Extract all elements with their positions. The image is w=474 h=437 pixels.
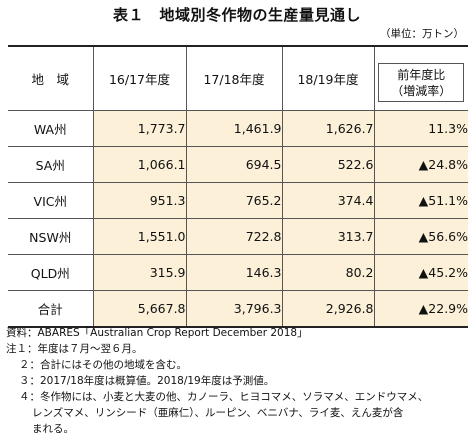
total-cell-1819: 2,926.8 [282, 290, 375, 328]
change-cell: 11.3% [374, 110, 468, 147]
region-cell: VIC州 [8, 182, 94, 219]
table-title: 表１ 地域別冬作物の生産量見通し [112, 6, 361, 24]
header-1819: 18/19年度 [282, 46, 375, 111]
value-cell-1819: 313.7 [282, 218, 375, 255]
source-note: 資料：ABARES「Australian Crop Report Decembe… [6, 327, 308, 339]
value-cell-1819: 1,626.7 [282, 110, 375, 147]
change-header-line1: 前年度比 [397, 67, 446, 82]
footnotes: 資料：ABARES「Australian Crop Report Decembe… [6, 325, 468, 437]
table-row: SA州 1,066.1 694.5 522.6 ▲24.8% [8, 146, 468, 183]
header-region: 地 域 [8, 46, 94, 111]
value-cell-1718: 1,461.9 [186, 110, 283, 147]
value-cell-1718: 146.3 [186, 254, 283, 291]
value-cell-1718: 694.5 [186, 146, 283, 183]
change-cell: ▲51.1% [374, 182, 468, 219]
change-header-line2: （増減率） [391, 84, 452, 98]
total-label-cell: 合計 [8, 290, 94, 328]
value-cell-1617: 315.9 [93, 254, 187, 291]
total-change-cell: ▲22.9% [374, 290, 468, 328]
total-row: 合計 5,667.8 3,796.3 2,926.8 ▲22.9% [8, 290, 468, 328]
change-cell: ▲24.8% [374, 146, 468, 183]
table-row: NSW州 1,551.0 722.8 313.7 ▲56.6% [8, 218, 468, 255]
header-row: 地 域 16/17年度 17/18年度 18/19年度 前年度比 （増減率） [8, 46, 468, 111]
note-4-line-2: レンズマメ、リンシード（亜麻仁）、ルーピン、ベニバナ、ライ麦、えん麦が含 [32, 407, 404, 419]
total-cell-1617: 5,667.8 [93, 290, 187, 328]
crop-production-table: 地 域 16/17年度 17/18年度 18/19年度 前年度比 （増減率） W… [8, 45, 468, 328]
value-cell-1819: 80.2 [282, 254, 375, 291]
region-cell: WA州 [8, 110, 94, 147]
note-3: ３：2017/18年度は概算値。2018/19年度は予測値。 [19, 375, 275, 387]
header-1617: 16/17年度 [93, 46, 187, 111]
value-cell-1819: 522.6 [282, 146, 375, 183]
total-cell-1718: 3,796.3 [186, 290, 283, 328]
note-1: 注１：年度は７月～翌６月。 [6, 343, 143, 355]
table-row: WA州 1,773.7 1,461.9 1,626.7 11.3% [8, 110, 468, 147]
value-cell-1617: 1,551.0 [93, 218, 187, 255]
note-2: ２：合計にはその他の地域を含む。 [19, 359, 187, 371]
value-cell-1617: 951.3 [93, 182, 187, 219]
note-4-line-1: ４：冬作物には、小麦と大麦の他、カノーラ、ヒヨコマメ、ソラマメ、エンドウマメ、 [19, 391, 429, 403]
header-change: 前年度比 （増減率） [374, 46, 468, 111]
region-cell: NSW州 [8, 218, 94, 255]
region-cell: SA州 [8, 146, 94, 183]
value-cell-1718: 765.2 [186, 182, 283, 219]
change-header-box: 前年度比 （増減率） [378, 62, 465, 103]
header-1718: 17/18年度 [186, 46, 283, 111]
value-cell-1819: 374.4 [282, 182, 375, 219]
value-cell-1617: 1,066.1 [93, 146, 187, 183]
table-row: VIC州 951.3 765.2 374.4 ▲51.1% [8, 182, 468, 219]
region-cell: QLD州 [8, 254, 94, 291]
unit-label: （単位：万トン） [380, 28, 464, 40]
value-cell-1718: 722.8 [186, 218, 283, 255]
value-cell-1617: 1,773.7 [93, 110, 187, 147]
change-cell: ▲45.2% [374, 254, 468, 291]
table-row: QLD州 315.9 146.3 80.2 ▲45.2% [8, 254, 468, 291]
note-4-line-3: まれる。 [32, 423, 74, 435]
change-cell: ▲56.6% [374, 218, 468, 255]
